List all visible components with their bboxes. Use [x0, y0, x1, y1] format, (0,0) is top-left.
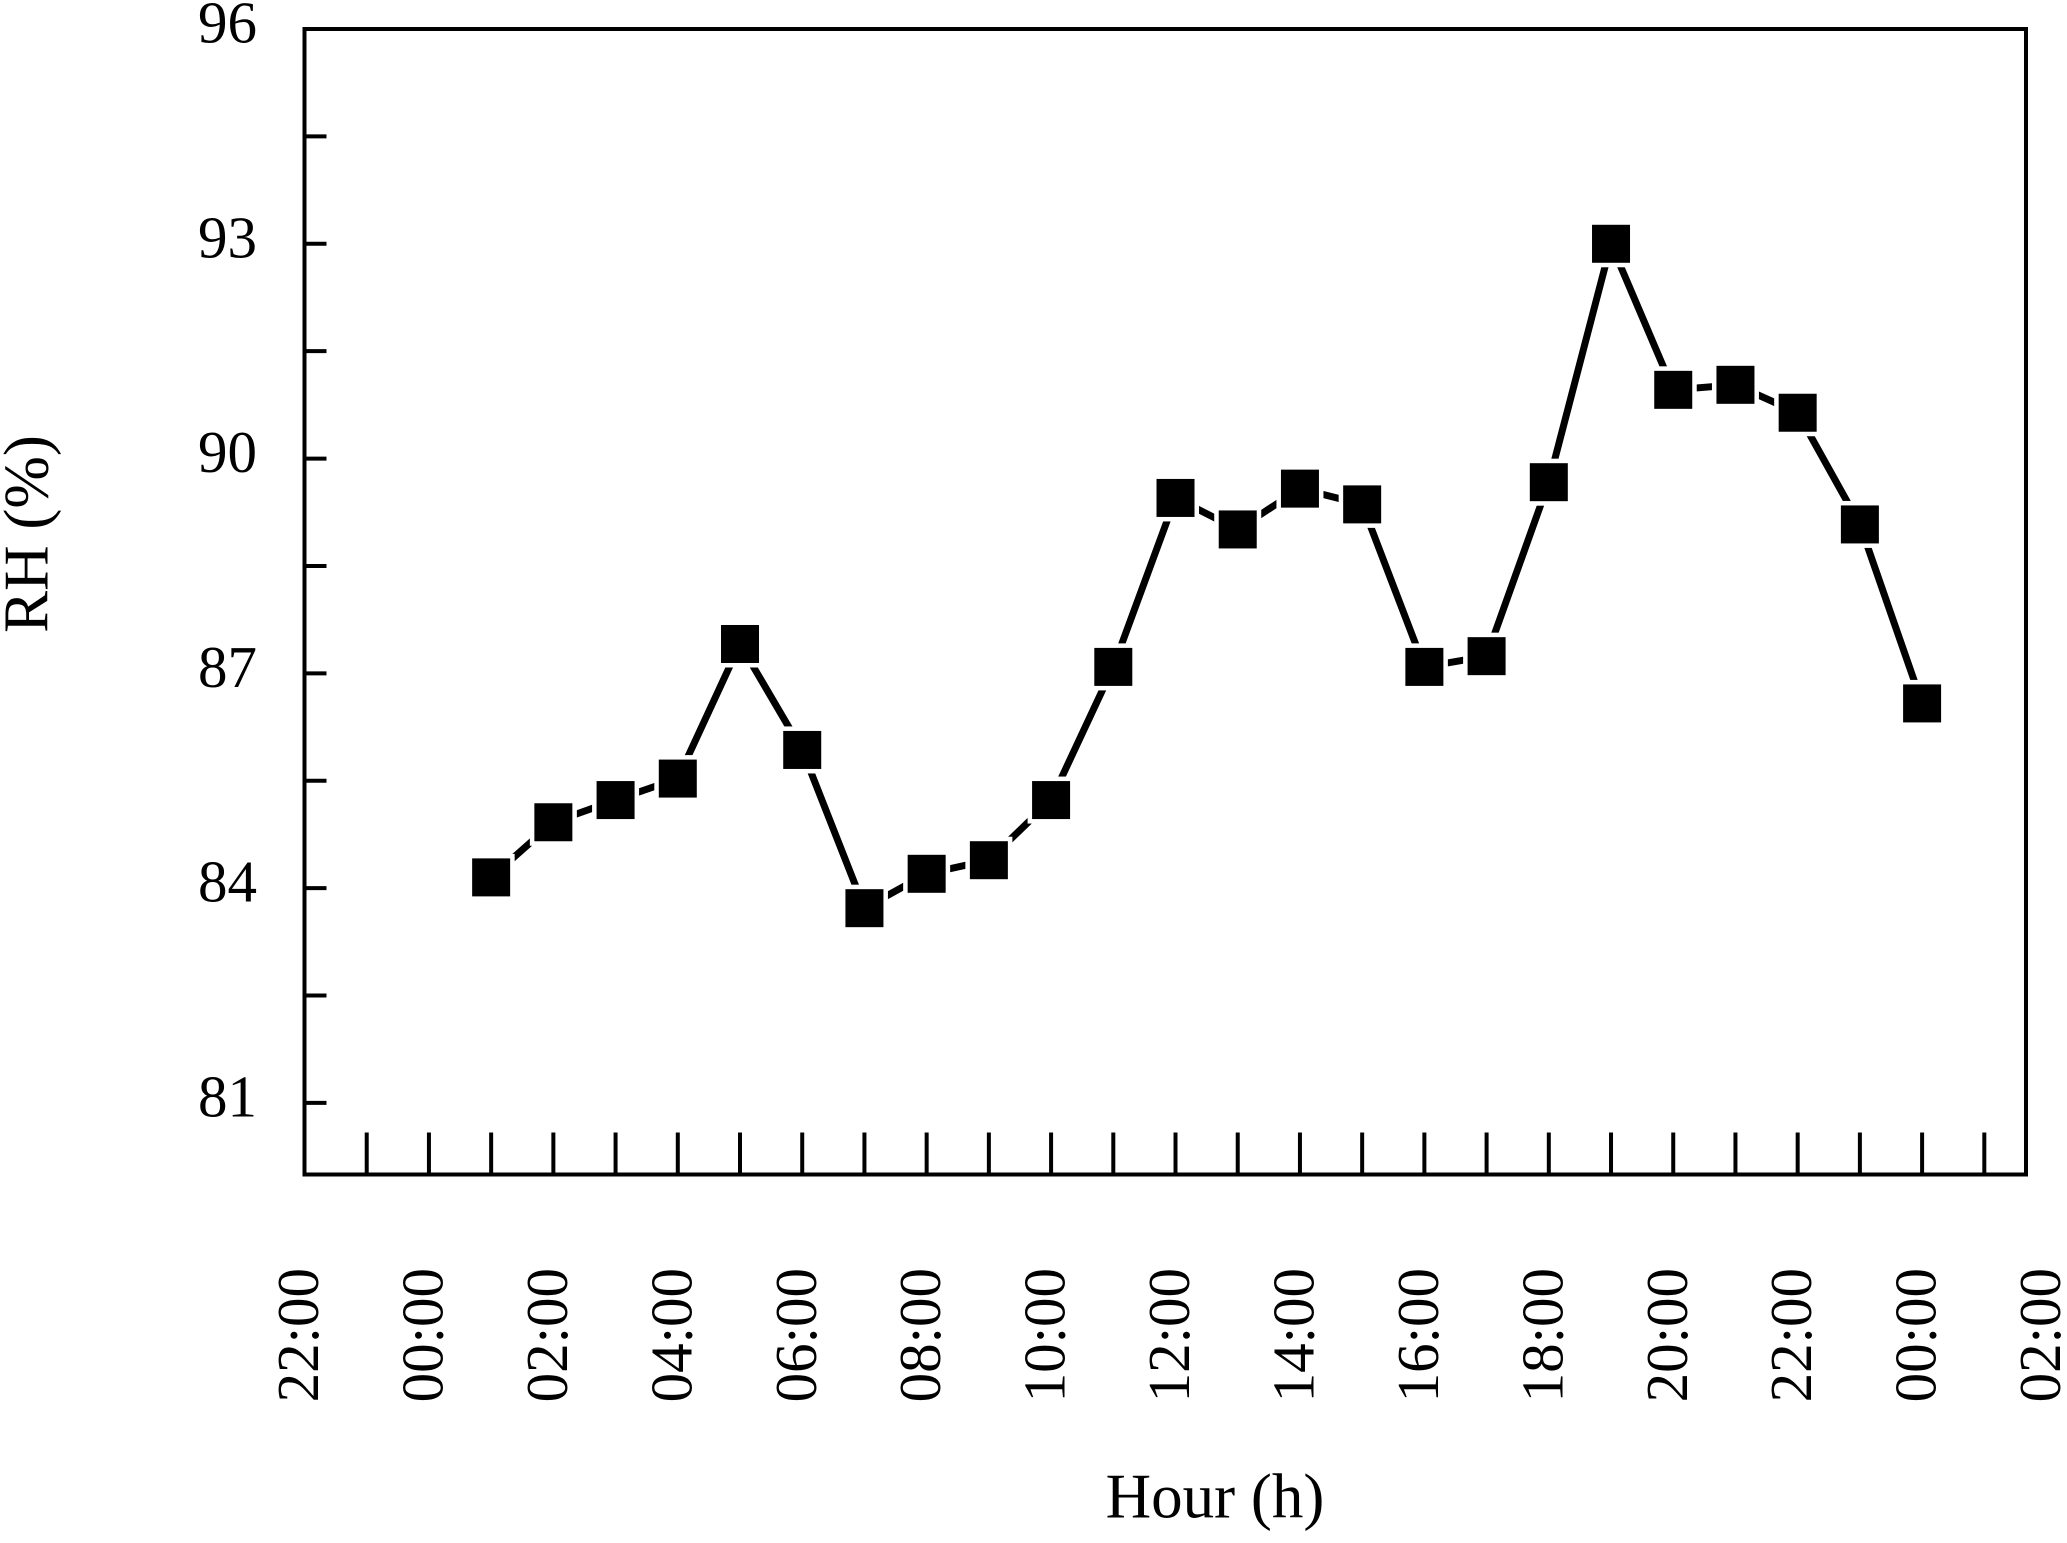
- y-tick-label: 87: [198, 634, 257, 700]
- data-point: [467, 853, 515, 901]
- data-point: [716, 620, 764, 668]
- x-tick-label: 22:00: [265, 1268, 331, 1402]
- data-point: [1587, 220, 1635, 268]
- plot-area: 81 84 87 90 93 96 22:00 00:00 02:00 04:00 06:00 08:…: [198, 0, 2067, 1402]
- data-point: [903, 850, 951, 898]
- y-tick-label: 93: [198, 204, 257, 270]
- data-point: [654, 755, 702, 803]
- data-point: [1214, 505, 1262, 553]
- data-point: [1463, 632, 1511, 680]
- x-tick-label: 20:00: [1634, 1268, 1700, 1402]
- data-point: [1836, 500, 1884, 548]
- data-point: [529, 798, 577, 846]
- plot-frame: [302, 27, 2028, 1177]
- y-tick-label: 96: [198, 0, 257, 56]
- data-point: [1711, 361, 1759, 409]
- x-tick-label: 02:00: [2007, 1268, 2067, 1402]
- data-point: [1774, 389, 1822, 437]
- x-tick-label: 00:00: [1883, 1268, 1949, 1402]
- data-point: [1276, 465, 1324, 513]
- x-tick-label: 10:00: [1012, 1268, 1078, 1402]
- data-point: [840, 884, 888, 932]
- x-tick-label: 22:00: [1758, 1268, 1824, 1402]
- x-axis-title: Hour (h): [1106, 1461, 1325, 1531]
- y-tick-label: 84: [198, 849, 257, 915]
- x-tick-label: 12:00: [1136, 1268, 1202, 1402]
- data-point: [592, 776, 640, 824]
- data-point: [1898, 679, 1946, 727]
- x-tick-label: 18:00: [1509, 1268, 1575, 1402]
- x-tick-label: 04:00: [638, 1268, 704, 1402]
- data-point: [1649, 366, 1697, 414]
- x-tick-label: 14:00: [1260, 1268, 1326, 1402]
- x-tick-label: 16:00: [1385, 1268, 1451, 1402]
- data-point: [1525, 458, 1573, 506]
- data-point: [1338, 480, 1386, 528]
- data-point: [1027, 776, 1075, 824]
- x-tick-label: 06:00: [763, 1268, 829, 1402]
- x-tick-label: 08:00: [887, 1268, 953, 1402]
- data-point: [965, 836, 1013, 884]
- x-tick-label: 00:00: [389, 1268, 455, 1402]
- data-point: [1152, 474, 1200, 522]
- data-point: [778, 726, 826, 774]
- x-tick-label: 02:00: [514, 1268, 580, 1402]
- y-tick-label: 81: [198, 1063, 257, 1129]
- y-axis-title: RH (%): [0, 435, 61, 633]
- data-point: [1089, 643, 1137, 691]
- y-tick-label: 90: [198, 419, 257, 485]
- data-point: [1400, 643, 1448, 691]
